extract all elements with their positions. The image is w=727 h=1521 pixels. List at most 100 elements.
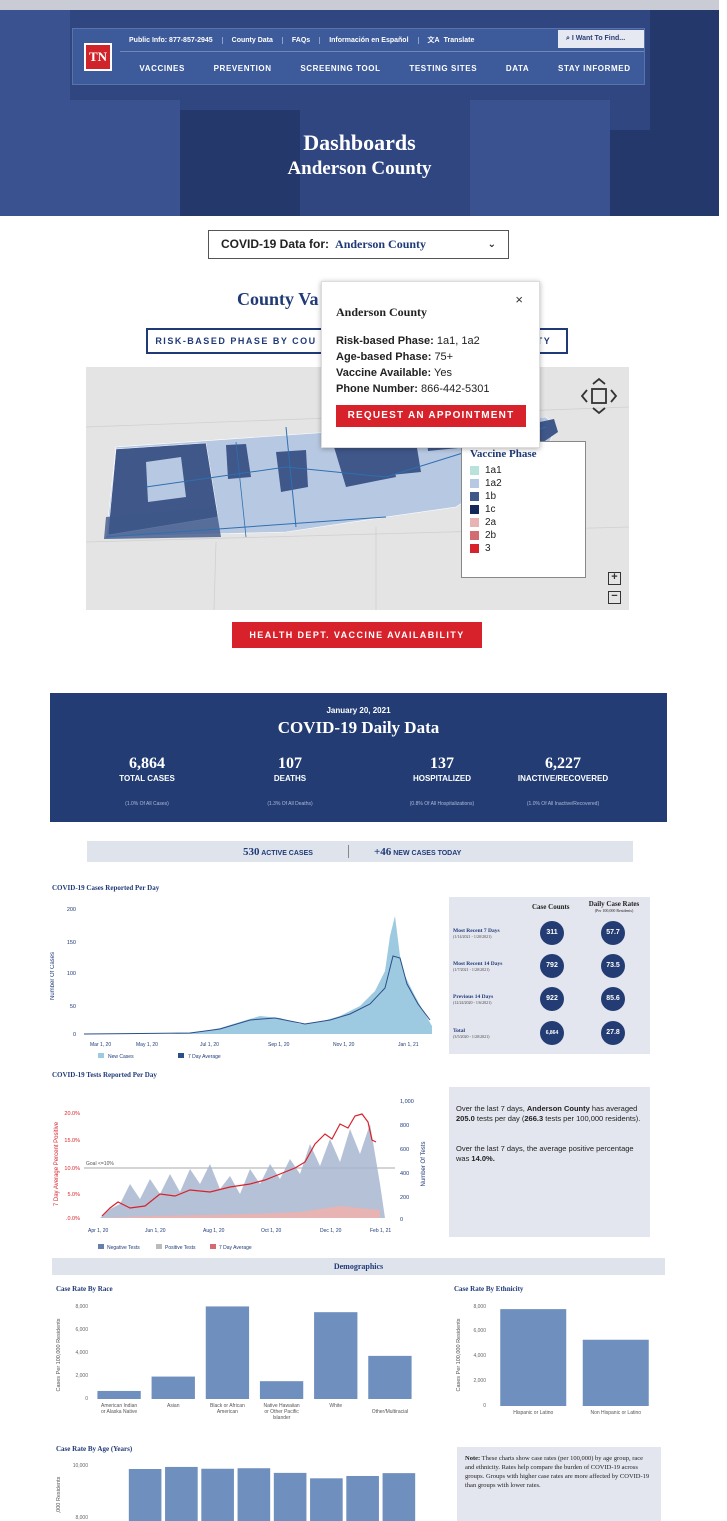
new-cases-area [84,916,432,1034]
x-tick-label: American [217,1409,238,1415]
bar[interactable] [201,1468,234,1521]
nav-vaccines[interactable]: VACCINES [139,63,185,73]
bar[interactable] [237,1468,271,1521]
demographics-header: Demographics [52,1258,665,1275]
rate-row: Total (3/5/2020 - 1/20/2021) 6,864 27.8 [449,1021,650,1051]
x-tick-label: Hispanic or Latino [513,1410,553,1416]
y-tick: 0 [483,1403,486,1409]
cases-y-label: Number Of Cases [50,952,56,1000]
bar[interactable] [165,1466,198,1521]
translate-link[interactable]: 文A Translate [427,37,475,44]
legend-swatch [156,1244,162,1249]
x-tick-label: Black or African [210,1403,245,1409]
seven-day-positive-line [101,1113,377,1217]
nav-screening-tool[interactable]: SCREENING TOOL [300,63,381,73]
legend-swatch [470,544,479,553]
find-dropdown[interactable]: ⌕ I Want To Find... [558,30,644,48]
legend-item: 1a2 [462,477,585,490]
y-tick: 400 [400,1171,409,1177]
county-select[interactable]: COVID-19 Data for: Anderson County ⌄ [208,230,509,259]
x-tick-label: Non Hispanic or Latino [590,1410,641,1416]
active-cases: 530 ACTIVE CASES [243,846,313,858]
risk-based-phase-tab[interactable]: RISK-BASED PHASE BY COU [146,328,326,354]
county-data-link[interactable]: County Data [223,36,283,44]
legend-swatch [98,1053,104,1058]
x-tick: Nov 1, 20 [333,1042,355,1048]
x-tick-label: White [329,1403,342,1409]
y-tick: 5.0% [67,1192,80,1198]
nav-data[interactable]: DATA [505,63,530,73]
tests-summary-note: Over the last 7 days, Anderson County ha… [449,1087,650,1237]
faqs-link[interactable]: FAQs [283,36,321,44]
close-icon[interactable]: × [515,292,523,307]
x-tick: Sep 1, 20 [268,1042,290,1048]
bar[interactable] [128,1469,162,1521]
age-y-label: ,000 Residents [56,1476,62,1513]
x-tick: Dec 1, 20 [320,1228,342,1234]
bar[interactable] [205,1306,250,1399]
legend-label: 1c [485,504,496,515]
nav-divider [120,51,644,52]
vaccine-section-title: County Va [237,289,319,309]
x-tick-label: Asian [167,1403,180,1409]
nav-stay-informed[interactable]: STAY INFORMED [558,63,631,73]
x-tick: May 1, 20 [136,1042,158,1048]
vaccine-availability-button[interactable]: HEALTH DEPT. VACCINE AVAILABILITY [232,622,482,648]
y-tick: 6,000 [473,1328,486,1334]
rate-row: Most Recent 14 Days (1/7/2021 - 1/20/2021… [449,954,650,984]
legend-swatch [470,492,479,501]
bar[interactable] [368,1355,412,1399]
y-tick: 1,000 [400,1099,414,1105]
y-tick: 2,000 [75,1373,88,1379]
legend-item: 3 [462,542,585,555]
legend-label: Positive Tests [165,1245,196,1251]
pan-control-icon[interactable] [579,376,619,416]
popup-title: Anderson County [336,305,428,319]
bar[interactable] [382,1473,416,1521]
y-tick: 200 [67,907,76,913]
ethnicity-y-label: Cases Per 100,000 Residents [456,1318,462,1391]
bar[interactable] [346,1475,379,1521]
y-tick: 4,000 [75,1350,88,1356]
zoom-out-icon[interactable]: − [608,591,621,604]
bar[interactable] [259,1381,304,1399]
bar[interactable] [314,1312,358,1399]
rate-row: Most Recent 7 Days (1/14/2021 - 1/20/2021… [449,921,650,951]
race-chart-title: Case Rate By Race [56,1285,113,1293]
rate-row: Previous 14 Days (12/24/2020 - 1/6/2021) 9… [449,987,650,1017]
bar[interactable] [500,1309,567,1406]
legend-swatch [98,1244,104,1249]
report-date: January 20, 2021 [326,706,391,715]
bar[interactable] [582,1339,649,1406]
stat-hospitalized: 137 HOSPITALIZED (0.8% Of All Hospitalizat… [409,755,475,807]
legend-label: 3 [485,543,491,554]
stat-total-cases: 6,864 TOTAL CASES (1.0% Of All Cases) [119,755,175,807]
negative-tests-area [100,1124,385,1218]
utility-nav: Public Info: 877-857-2945 County Data FA… [120,29,483,51]
tn-logo[interactable]: TN [84,43,112,71]
search-icon: ⌕ [566,35,572,42]
bar[interactable] [97,1390,141,1399]
popup-row: Vaccine Available: Yes [336,367,452,379]
x-tick: Aug 1, 20 [203,1228,225,1234]
legend-item: 2a [462,516,585,529]
bar[interactable] [273,1472,307,1521]
request-appointment-button[interactable]: REQUEST AN APPOINTMENT [336,405,526,427]
espanol-link[interactable]: Información en Español [320,36,419,44]
y-tick: 2,000 [473,1378,486,1384]
bar[interactable] [151,1376,195,1399]
nav-box [72,28,645,85]
y-tick: 100 [67,971,76,977]
nav-testing-sites[interactable]: TESTING SITES [409,63,478,73]
x-tick-label: or Other Pacific [264,1409,299,1415]
zoom-in-icon[interactable]: + [608,572,621,585]
demographics-note: Note: These charts show case rates (per … [457,1447,661,1521]
legend-swatch [470,531,479,540]
bar[interactable] [310,1478,343,1521]
y-tick: 0 [73,1032,76,1038]
public-info-link[interactable]: Public Info: 877-857-2945 [120,36,223,44]
y-tick: 600 [400,1147,409,1153]
nav-prevention[interactable]: PREVENTION [213,63,272,73]
case-rate-by-ethnicity-chart: Cases Per 100,000 Residents 8,000 6,000 … [456,1304,649,1416]
legend-item: 1a1 [462,464,585,477]
